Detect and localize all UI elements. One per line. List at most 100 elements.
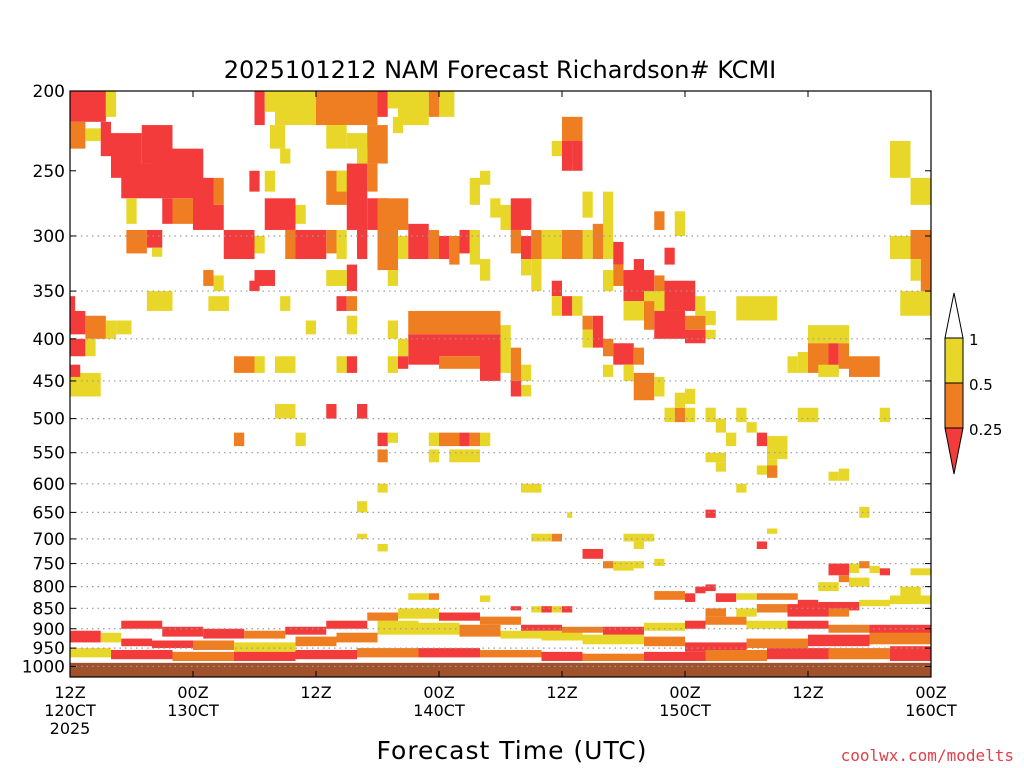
ri-cell — [357, 404, 368, 419]
ri-cell — [890, 235, 911, 260]
ri-cell — [428, 449, 439, 463]
ri-cell — [387, 91, 398, 109]
ri-cell — [746, 638, 808, 649]
ri-cell — [326, 404, 337, 419]
ri-cell — [890, 646, 931, 662]
ri-cell — [100, 121, 111, 157]
ri-cell — [469, 229, 480, 265]
ri-cell — [705, 407, 716, 423]
ri-cell — [715, 593, 737, 602]
ri-cell — [705, 584, 716, 592]
x-tick-label: 12Z — [300, 683, 331, 702]
ri-cell — [654, 558, 665, 566]
x-tick-label: 12Z — [54, 683, 85, 702]
ri-cell — [172, 198, 193, 224]
ri-cell — [572, 296, 583, 316]
ri-cell — [367, 125, 388, 164]
ri-cell — [551, 533, 562, 542]
ri-cell — [295, 636, 337, 647]
ri-cell — [736, 483, 747, 493]
ri-cell — [623, 364, 634, 381]
ri-cell — [695, 296, 706, 316]
ri-cell — [787, 356, 798, 373]
ri-cell — [838, 343, 849, 369]
colorbar-segment — [944, 292, 964, 339]
ri-cell — [613, 241, 624, 265]
ri-cell — [357, 501, 368, 513]
ri-cell — [910, 229, 931, 260]
ri-cell — [172, 651, 234, 662]
x-tick-label: 12Z — [546, 683, 577, 702]
ri-cell — [280, 296, 291, 311]
ri-cell — [797, 407, 819, 423]
ri-cell — [879, 568, 890, 576]
x-tick-label: 00Z — [177, 683, 208, 702]
ri-cell — [592, 223, 603, 260]
y-tick-label: 250 — [33, 162, 65, 182]
x-tick-label: 2025 — [50, 719, 91, 738]
ri-cell — [818, 601, 860, 611]
ri-cell — [531, 533, 552, 542]
ri-cell — [521, 259, 532, 276]
ri-cell — [664, 280, 696, 311]
ri-cell — [85, 338, 96, 357]
ri-cell — [346, 163, 368, 230]
ri-cell — [439, 235, 450, 260]
ri-cell — [685, 407, 696, 423]
ri-cell — [767, 436, 788, 460]
ri-cell — [521, 384, 532, 397]
ri-cell — [551, 296, 562, 316]
ri-cell — [213, 177, 224, 205]
credit-text: coolwx.com/modelts — [841, 746, 1014, 765]
ri-cell — [838, 468, 849, 481]
ri-cell — [510, 229, 521, 254]
colorbar: 0.25 0.5 1 — [944, 292, 1002, 475]
ri-cell — [797, 599, 819, 609]
ri-cell — [603, 270, 614, 292]
ri-cell — [275, 91, 316, 126]
ri-cell — [162, 626, 204, 637]
x-tick-label: 130CT — [167, 701, 219, 720]
ri-cell — [603, 191, 614, 230]
ri-cell — [387, 320, 398, 339]
ri-cell — [869, 630, 931, 645]
ri-cell — [715, 462, 726, 472]
colorbar-label: 1 — [969, 331, 979, 349]
y-tick-label: 800 — [33, 578, 65, 598]
ri-cell — [685, 593, 696, 602]
ri-cell — [377, 620, 419, 635]
colorbar-segment — [944, 337, 964, 384]
y-tick-label: 500 — [33, 410, 65, 430]
ri-cell — [295, 432, 306, 447]
ri-cell — [541, 630, 583, 641]
ri-cell — [70, 338, 86, 357]
y-tick-label: 350 — [33, 282, 65, 302]
ri-cell — [254, 235, 265, 254]
ri-cell — [849, 563, 860, 573]
ri-cell — [828, 648, 890, 660]
ri-cell — [387, 432, 398, 443]
ri-cell — [644, 622, 685, 631]
ri-cell — [203, 628, 245, 639]
ri-cell — [377, 198, 409, 230]
ri-cell — [357, 229, 368, 260]
ri-cell — [377, 229, 398, 271]
ri-cell — [326, 270, 347, 286]
ri-cell — [439, 334, 480, 357]
ri-cell — [705, 616, 747, 625]
ri-cell — [510, 198, 532, 230]
ri-cell — [480, 170, 491, 185]
ri-cell — [295, 229, 327, 260]
ri-cell — [439, 91, 455, 117]
ri-cell — [633, 372, 655, 401]
ri-cell — [849, 577, 870, 587]
ri-cell — [910, 177, 931, 205]
ri-cell — [654, 310, 685, 339]
ri-cell — [746, 620, 788, 629]
ri-cell — [439, 432, 460, 447]
ri-cell — [859, 506, 870, 518]
ri-cell — [418, 648, 480, 658]
ri-cell — [146, 291, 173, 311]
